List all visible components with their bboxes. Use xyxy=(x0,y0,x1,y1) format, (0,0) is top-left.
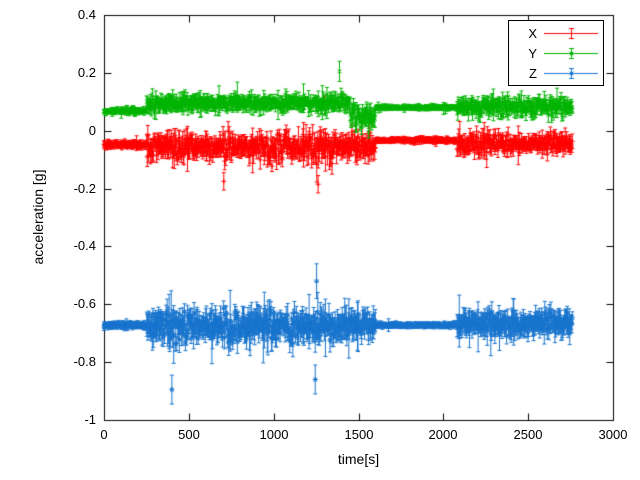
legend-sample-z xyxy=(544,66,598,80)
y-tick-label: -0.2 xyxy=(73,181,96,196)
y-tick-label: 0.4 xyxy=(77,7,96,22)
y-axis-label: acceleration [g] xyxy=(30,169,46,265)
y-tick-label: -1 xyxy=(84,412,96,427)
x-tick-label: 0 xyxy=(100,427,108,442)
y-tick-label: -0.8 xyxy=(73,354,96,369)
x-tick-label: 3000 xyxy=(598,427,628,442)
x-tick-label: 500 xyxy=(178,427,200,442)
legend: X Y Z xyxy=(508,20,604,86)
legend-sample-y xyxy=(544,46,598,60)
x-axis-label: time[s] xyxy=(337,451,380,467)
legend-label-z: Z xyxy=(529,65,537,81)
legend-row-x: X xyxy=(513,23,598,43)
legend-label-x: X xyxy=(528,25,537,41)
legend-sample-x xyxy=(544,26,598,40)
x-tick-label: 2000 xyxy=(428,427,458,442)
legend-row-z: Z xyxy=(513,63,598,83)
y-tick-label: 0.2 xyxy=(77,65,96,80)
x-tick-label: 1500 xyxy=(344,427,374,442)
x-tick-label: 1000 xyxy=(259,427,289,442)
y-tick-label: -0.6 xyxy=(73,296,96,311)
legend-label-y: Y xyxy=(528,45,537,61)
x-tick-label: 2500 xyxy=(513,427,543,442)
y-tick-label: -0.4 xyxy=(73,238,96,253)
y-tick-label: 0 xyxy=(88,123,96,138)
legend-row-y: Y xyxy=(513,43,598,63)
